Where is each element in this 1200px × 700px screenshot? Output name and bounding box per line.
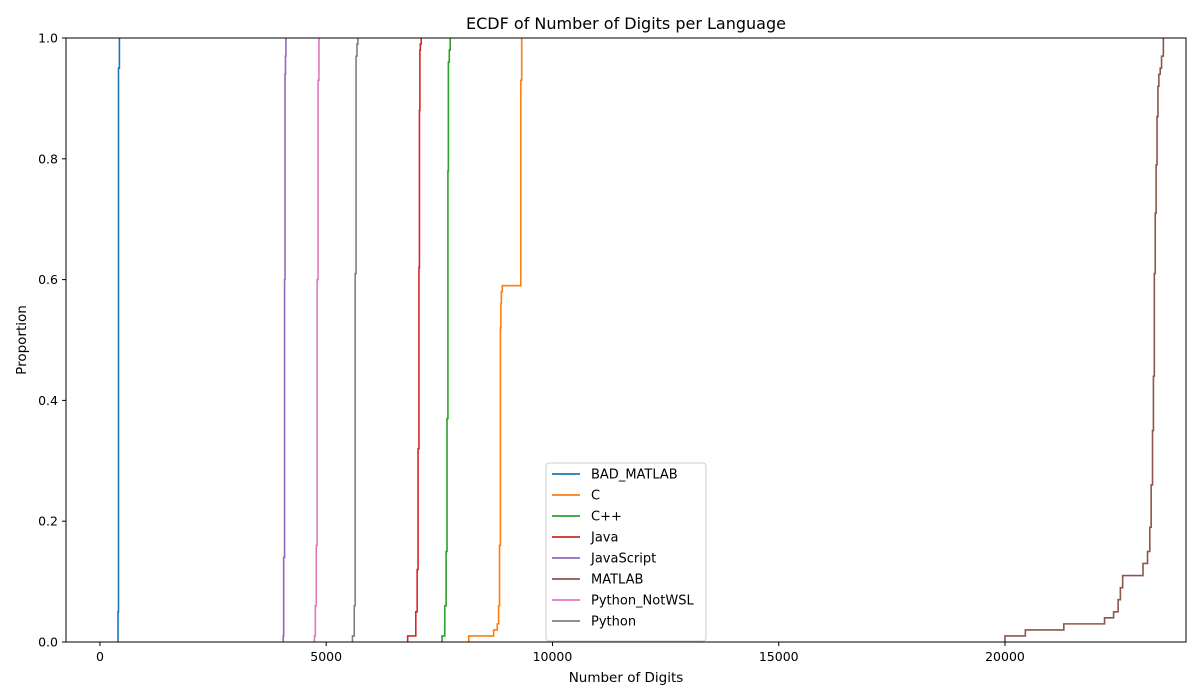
- legend-entry-java: Java: [590, 531, 618, 546]
- x-tick-label: 5000: [310, 649, 342, 664]
- legend-entry-matlab: MATLAB: [591, 573, 643, 588]
- legend: BAD_MATLAB C C++ Java JavaScript MATLAB Python…: [545, 462, 707, 642]
- legend-entry-c-: C++: [591, 510, 622, 525]
- y-tick-label: 0.2: [38, 514, 58, 529]
- legend-frame: [545, 462, 707, 642]
- y-tick-label: 0.4: [38, 393, 58, 408]
- y-tick-label: 0.6: [38, 272, 58, 287]
- series-line-python: [351, 38, 359, 642]
- x-tick-label: 0: [96, 649, 104, 664]
- y-tick-label: 1.0: [38, 31, 58, 46]
- legend-entry-javascript: JavaScript: [590, 552, 656, 567]
- x-tick-label: 10000: [533, 649, 573, 664]
- series-line-javascript: [282, 38, 287, 642]
- y-tick-label: 0.0: [38, 635, 58, 650]
- series-line-matlab: [1004, 38, 1165, 642]
- chart-title: ECDF of Number of Digits per Language: [466, 14, 786, 33]
- x-axis-label: Number of Digits: [569, 670, 684, 686]
- plot-frame: [65, 37, 1187, 643]
- y-axis-label: Proportion: [14, 305, 30, 375]
- series-line-python-notwsl: [313, 38, 320, 642]
- x-tick-label: 15000: [759, 649, 799, 664]
- series-line-c-: [441, 38, 451, 642]
- x-tick-label: 20000: [985, 649, 1025, 664]
- series-line-java: [406, 38, 423, 642]
- series-line-c: [467, 38, 523, 642]
- legend-entry-python: Python: [591, 615, 636, 630]
- legend-entry-python-notwsl: Python_NotWSL: [591, 594, 694, 609]
- y-tick-label: 0.8: [38, 151, 58, 166]
- plot-area: 0 5000 10000 15000 20000 0.0 0.2 0.4 0.6 0.8 1.0: [38, 31, 1187, 664]
- legend-entry-bad-matlab: BAD_MATLAB: [591, 468, 678, 483]
- legend-entry-c: C: [591, 489, 600, 504]
- series-line-bad-matlab: [117, 38, 121, 642]
